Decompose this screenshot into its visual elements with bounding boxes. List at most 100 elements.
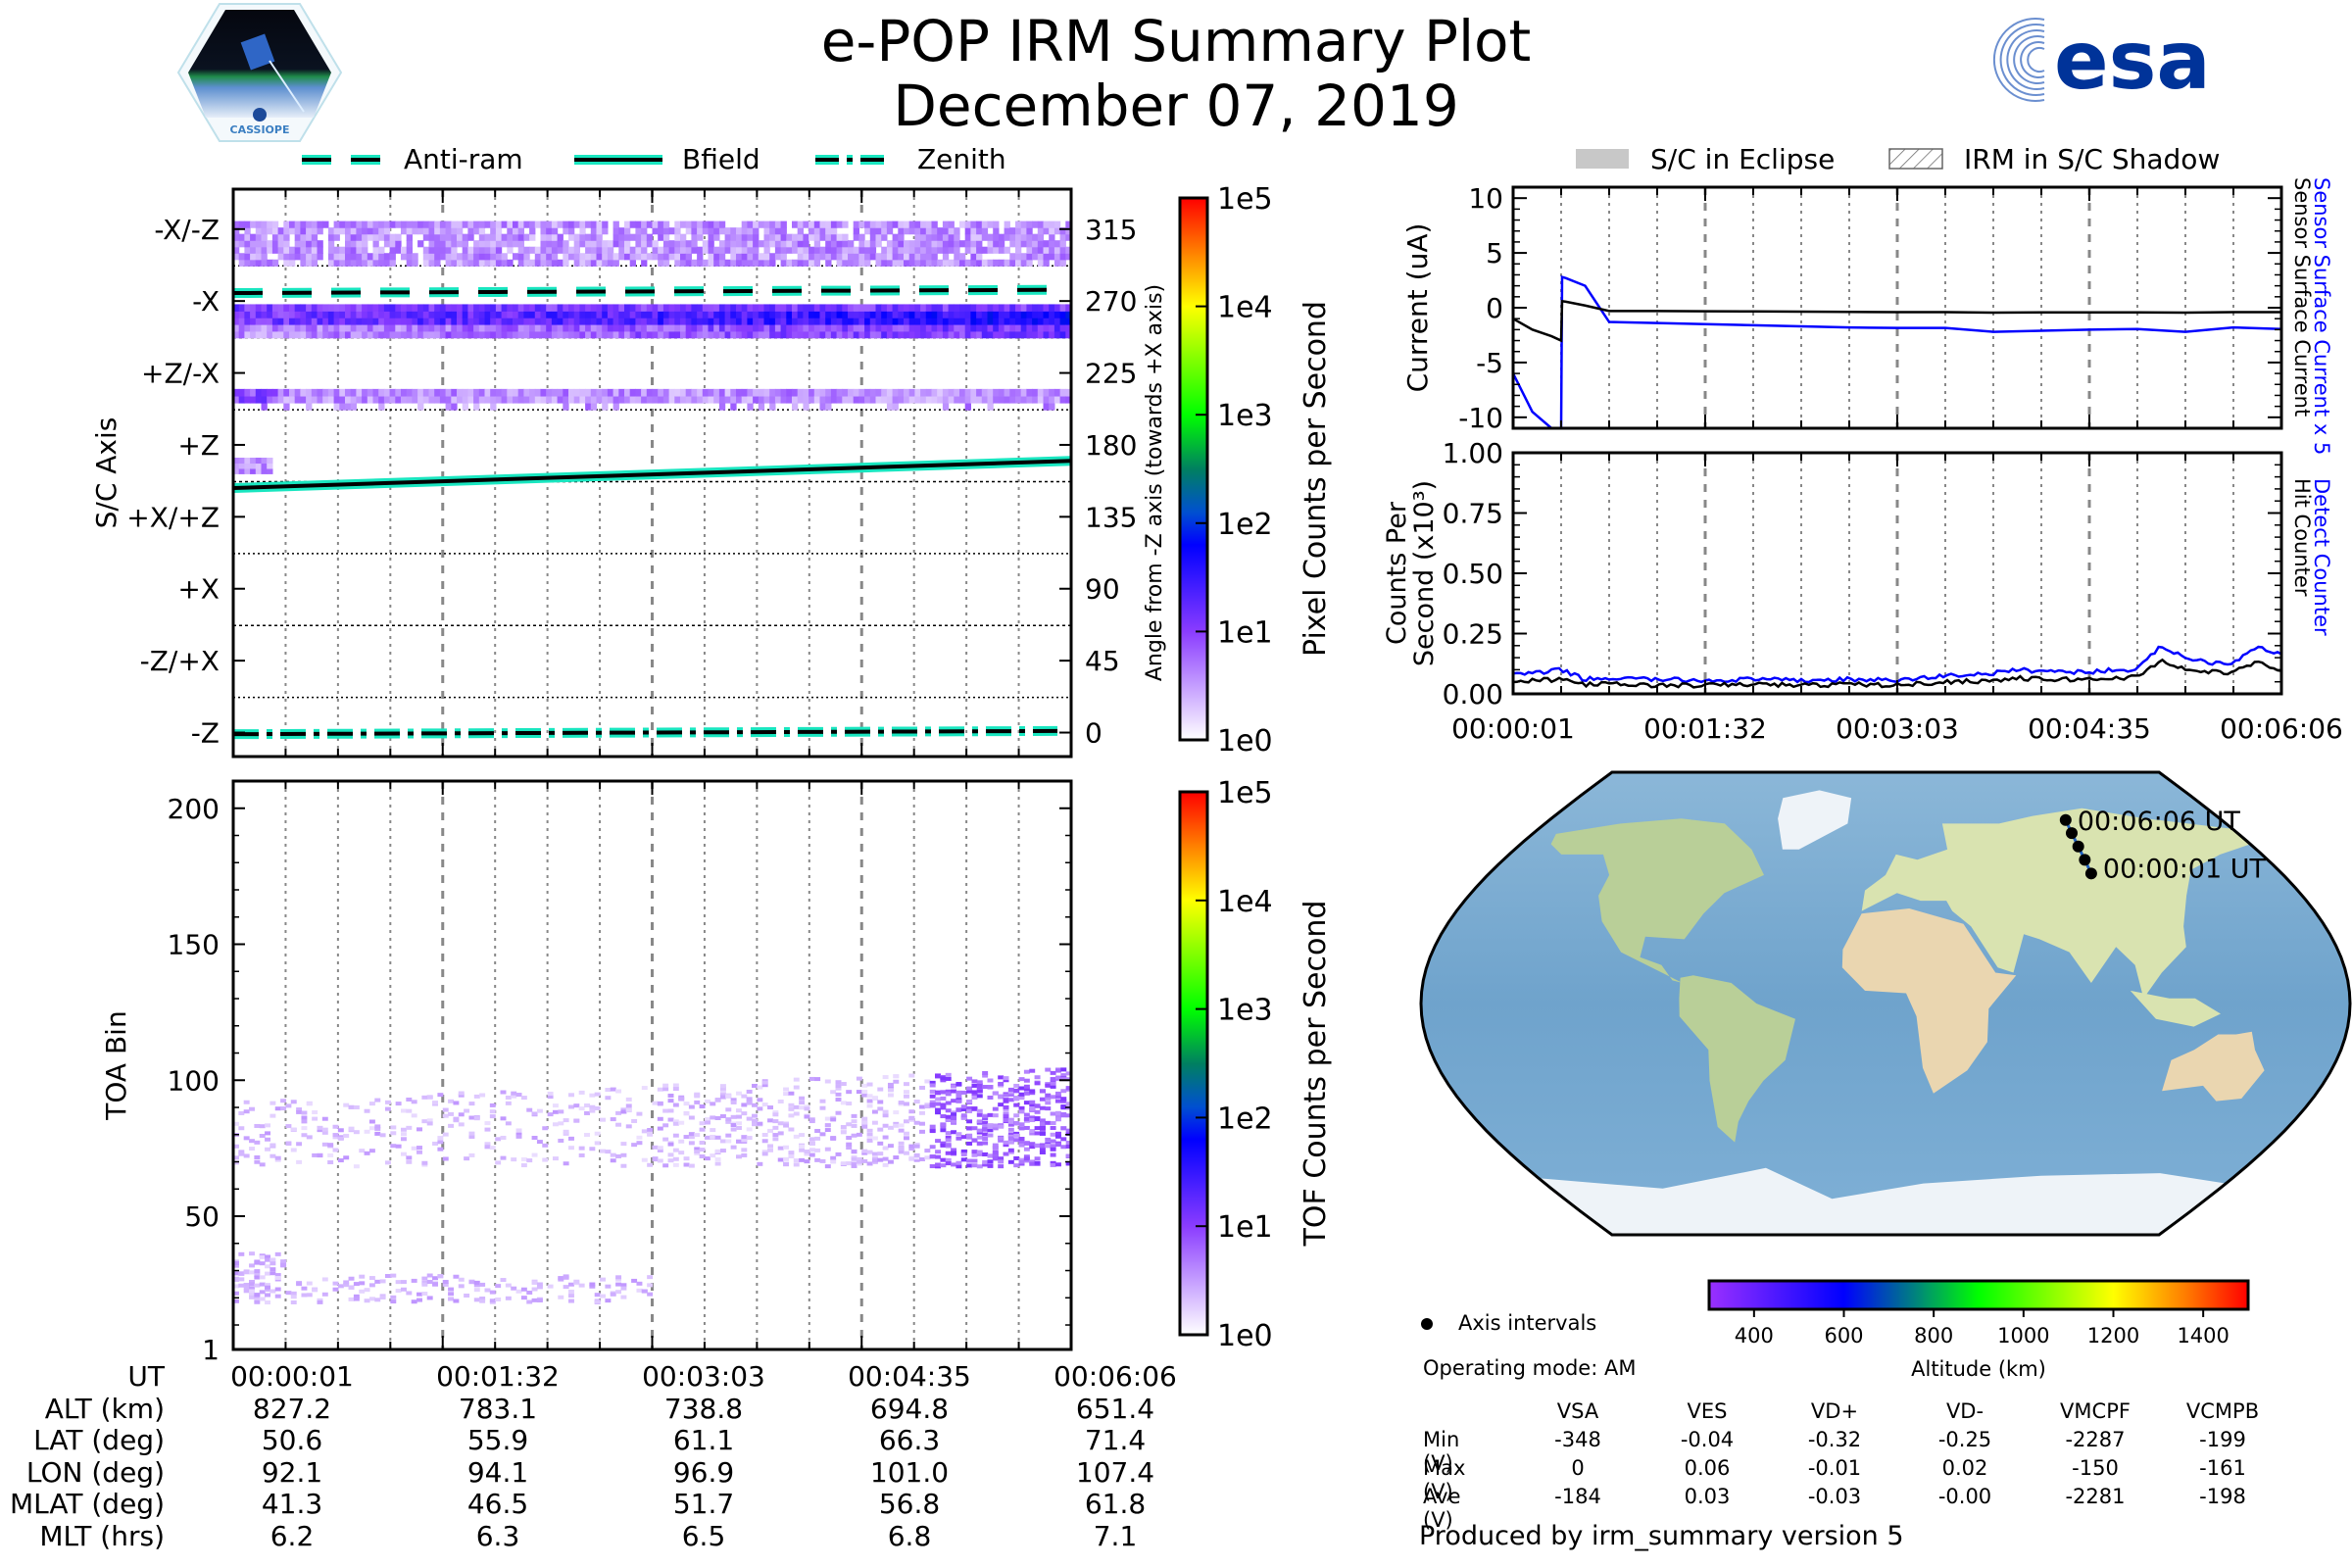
count-pixel bbox=[780, 311, 787, 318]
count-pixel bbox=[774, 227, 782, 235]
count-pixel bbox=[311, 233, 318, 241]
count-pixel bbox=[730, 233, 737, 241]
toa-pixel bbox=[898, 1141, 905, 1146]
count-pixel bbox=[708, 253, 714, 261]
count-pixel bbox=[652, 220, 659, 228]
count-pixel bbox=[557, 304, 564, 312]
count-pixel bbox=[523, 233, 530, 241]
count-pixel bbox=[327, 311, 335, 318]
toa-pixel bbox=[421, 1160, 428, 1165]
count-pixel bbox=[741, 220, 748, 228]
toa-pixel bbox=[898, 1101, 905, 1105]
count-pixel bbox=[674, 220, 681, 228]
count-pixel bbox=[333, 311, 340, 318]
toa-pixel bbox=[563, 1161, 569, 1166]
count-pixel bbox=[774, 220, 782, 228]
toa-pixel bbox=[1050, 1070, 1056, 1075]
count-pixel bbox=[523, 323, 530, 332]
toa-pixel bbox=[416, 1298, 422, 1302]
toa-pixel bbox=[531, 1287, 538, 1292]
count-pixel bbox=[813, 259, 821, 267]
count-pixel bbox=[283, 259, 290, 267]
toa-pixel bbox=[913, 1155, 920, 1160]
count-pixel bbox=[964, 233, 971, 241]
toa-pixel bbox=[374, 1131, 381, 1136]
toa-pixel bbox=[971, 1092, 978, 1097]
count-pixel bbox=[495, 227, 503, 235]
ephemeris-cell: 00:04:35 bbox=[848, 1360, 971, 1393]
count-pixel bbox=[713, 318, 720, 325]
count-pixel bbox=[624, 388, 631, 397]
count-pixel bbox=[724, 323, 731, 332]
count-pixel bbox=[529, 233, 536, 241]
count-pixel bbox=[892, 330, 899, 339]
toa-pixel bbox=[851, 1161, 858, 1166]
count-pixel bbox=[853, 220, 859, 228]
toa-pixel bbox=[573, 1103, 580, 1108]
count-pixel bbox=[607, 388, 614, 397]
toa-pixel bbox=[1029, 1115, 1036, 1120]
toa-pixel bbox=[374, 1298, 381, 1302]
count-pixel bbox=[513, 253, 519, 261]
toa-pixel bbox=[793, 1158, 800, 1163]
toa-pixel bbox=[259, 1124, 266, 1129]
toa-pixel bbox=[558, 1138, 564, 1143]
toa-pixel bbox=[1045, 1106, 1052, 1111]
count-pixel bbox=[987, 395, 994, 404]
toa-pixel bbox=[1018, 1105, 1025, 1110]
count-pixel bbox=[579, 304, 586, 312]
toa-pixel bbox=[1007, 1159, 1014, 1164]
count-pixel bbox=[618, 395, 625, 404]
toa-pixel bbox=[353, 1164, 360, 1169]
toa-pixel bbox=[265, 1283, 271, 1288]
toa-pixel bbox=[505, 1095, 512, 1100]
count-pixel bbox=[1049, 233, 1055, 241]
count-pixel bbox=[378, 304, 385, 312]
count-pixel bbox=[534, 253, 542, 261]
toa-pixel bbox=[368, 1276, 375, 1281]
toa-pixel bbox=[589, 1108, 596, 1113]
count-pixel bbox=[339, 388, 346, 397]
count-pixel bbox=[708, 240, 714, 248]
count-pixel bbox=[830, 253, 838, 261]
toa-pixel bbox=[866, 1150, 873, 1154]
toa-pixel bbox=[688, 1132, 695, 1137]
count-pixel bbox=[300, 220, 307, 228]
toa-pixel bbox=[992, 1150, 999, 1154]
toa-pixel bbox=[332, 1281, 339, 1286]
toa-pixel bbox=[1003, 1093, 1009, 1098]
count-pixel bbox=[959, 395, 966, 404]
count-pixel bbox=[585, 395, 592, 404]
toa-pixel bbox=[1018, 1077, 1025, 1082]
toa-pixel bbox=[835, 1098, 842, 1102]
count-pixel bbox=[736, 388, 743, 397]
toa-pixel bbox=[1003, 1114, 1009, 1119]
count-pixel bbox=[244, 463, 251, 469]
footer-produced-by: Produced by irm_summary version 5 bbox=[1419, 1521, 1904, 1551]
count-pixel bbox=[976, 233, 983, 241]
count-pixel bbox=[250, 388, 257, 397]
toa-pixel bbox=[1003, 1104, 1009, 1109]
toa-pixel bbox=[730, 1145, 737, 1150]
count-pixel bbox=[322, 395, 329, 404]
toa-pixel bbox=[374, 1098, 381, 1102]
count-pixel bbox=[993, 311, 1000, 318]
toa-pixel bbox=[945, 1072, 952, 1077]
landmass-greenland bbox=[1778, 790, 1852, 850]
toa-pixel bbox=[327, 1160, 334, 1165]
count-pixel bbox=[853, 304, 859, 312]
count-pixel bbox=[680, 388, 687, 397]
count-pixel bbox=[898, 253, 905, 261]
count-pixel bbox=[434, 253, 441, 261]
toa-pixel bbox=[741, 1094, 748, 1099]
count-pixel bbox=[948, 388, 955, 397]
toa-pixel bbox=[636, 1111, 643, 1116]
count-pixel bbox=[747, 311, 754, 318]
count-pixel bbox=[641, 240, 648, 248]
toa-pixel bbox=[699, 1127, 706, 1132]
count-pixel bbox=[691, 311, 698, 318]
count-pixel bbox=[987, 233, 994, 241]
count-pixel bbox=[730, 311, 737, 318]
count-pixel bbox=[557, 311, 564, 318]
count-pixel bbox=[892, 311, 899, 318]
